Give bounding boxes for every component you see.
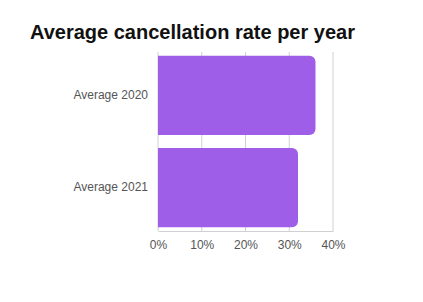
bars: [158, 56, 316, 228]
x-tick-label: 40%: [321, 238, 345, 252]
chart: Average cancellation rate per year 0% 10% 2…: [0, 0, 423, 302]
x-tick: 10%: [190, 231, 214, 252]
bar: [158, 56, 316, 135]
x-tick-label: 20%: [234, 238, 258, 252]
chart-title: Average cancellation rate per year: [30, 21, 355, 43]
x-tick: 0%: [150, 231, 168, 252]
x-tick-label: 0%: [150, 238, 168, 252]
x-tick-label: 30%: [278, 238, 302, 252]
y-axis: Average 2020 Average 2021: [73, 88, 158, 194]
x-tick: 40%: [321, 231, 345, 252]
x-axis: 0% 10% 20% 30% 40%: [150, 231, 346, 252]
y-tick-label: Average 2020: [73, 88, 148, 102]
grid: [158, 52, 333, 231]
y-tick: Average 2021: [73, 180, 158, 194]
y-tick: Average 2020: [73, 88, 158, 102]
x-tick-label: 10%: [190, 238, 214, 252]
x-tick: 20%: [234, 231, 258, 252]
bar: [158, 148, 298, 227]
x-axis-line: [159, 231, 334, 232]
x-tick: 30%: [278, 231, 302, 252]
y-tick-label: Average 2021: [73, 180, 148, 194]
grid-line: [333, 52, 334, 231]
